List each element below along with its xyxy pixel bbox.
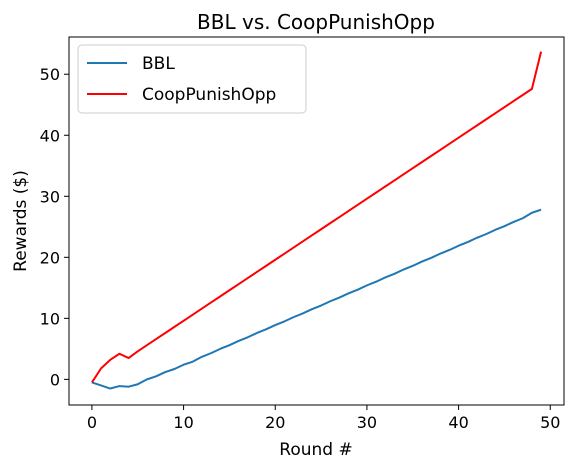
x-tick-label: 20	[265, 413, 285, 432]
x-axis-title: Round #	[279, 440, 352, 460]
series-line-cooppunishopp	[91, 51, 543, 383]
y-tick-label: 30	[40, 187, 60, 206]
y-axis: 0 10 20 30 40 50	[40, 65, 69, 389]
y-tick-label: 20	[40, 248, 60, 267]
legend: BBL CoopPunishOpp	[77, 44, 307, 114]
y-tick-label: 50	[40, 65, 60, 84]
x-tick-label: 50	[540, 413, 560, 432]
x-tick-label: 40	[448, 413, 468, 432]
chart-title: BBL vs. CoopPunishOpp	[197, 10, 435, 34]
y-tick-label: 10	[40, 309, 60, 328]
legend-box	[77, 44, 307, 114]
y-axis-title: Rewards ($)	[11, 170, 31, 272]
plot-lines	[91, 51, 543, 390]
x-axis: 0 10 20 30 40 50	[87, 405, 560, 432]
legend-label-bbl: BBL	[142, 54, 175, 74]
plot-frame	[68, 36, 565, 406]
y-tick-label: 40	[40, 126, 60, 145]
x-tick-label: 0	[87, 413, 97, 432]
x-tick-label: 30	[357, 413, 377, 432]
y-tick-label: 0	[50, 370, 60, 389]
legend-label-cooppunishopp: CoopPunishOpp	[142, 85, 276, 105]
x-tick-label: 10	[173, 413, 193, 432]
series-line-bbl	[91, 208, 542, 390]
